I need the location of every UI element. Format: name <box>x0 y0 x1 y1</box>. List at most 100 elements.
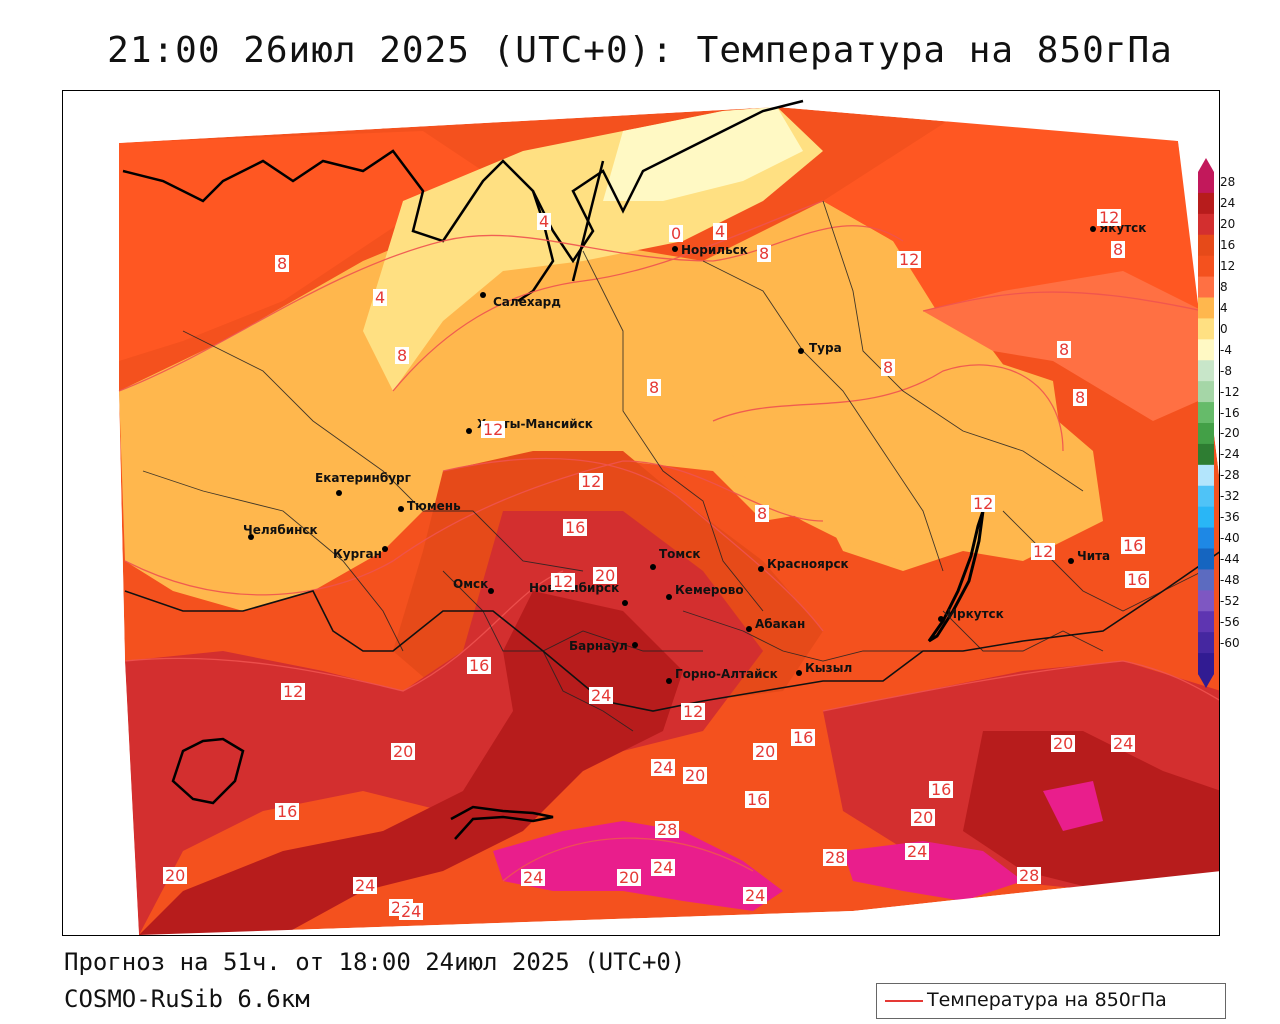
aral-sea <box>171 737 245 805</box>
city-label: Омск <box>453 577 489 591</box>
isotherm-value-label: 28 <box>823 848 848 867</box>
colorbar-tick-label: -28 <box>1220 468 1240 483</box>
page-title: 21:00 26июл 2025 (UTC+0): Температура на… <box>107 30 1173 71</box>
city-marker <box>382 546 388 552</box>
city-label: Екатеринбург <box>315 471 411 485</box>
colorbar-segment <box>1198 381 1214 403</box>
isotherm-value-label: 24 <box>743 886 768 905</box>
city-label: Челябинск <box>243 523 318 537</box>
colorbar-segment <box>1198 527 1214 549</box>
isotherm-value-label: 16 <box>1125 570 1150 589</box>
isotherm-value-label: 8 <box>395 346 410 365</box>
legend-line-swatch <box>885 1000 923 1002</box>
city-marker <box>466 428 472 434</box>
isotherm-value-label: 8 <box>647 378 662 397</box>
city-marker <box>248 534 254 540</box>
city-label: Горно-Алтайск <box>675 667 778 681</box>
colorbar-segment <box>1198 339 1214 361</box>
colorbar-tick-label: 8 <box>1220 280 1228 295</box>
city-marker <box>488 588 494 594</box>
colorbar-segment <box>1198 423 1214 445</box>
isotherm-value-label: 16 <box>275 802 300 821</box>
colorbar-segment <box>1198 653 1214 675</box>
isotherm-value-label: 20 <box>753 742 778 761</box>
isotherm-value-label: 24 <box>1111 734 1136 753</box>
city-label: Тюмень <box>407 499 461 513</box>
city-marker <box>336 490 342 496</box>
colorbar-segment <box>1198 402 1214 424</box>
colorbar-segment <box>1198 548 1214 570</box>
city-marker <box>758 566 764 572</box>
colorbar-segment <box>1198 255 1214 278</box>
city-marker <box>622 600 628 606</box>
isotherm-value-label: 20 <box>593 566 618 585</box>
colorbar-tick-label: 0 <box>1220 321 1228 336</box>
isotherm-value-label: 16 <box>467 656 492 675</box>
isotherm-value-label: 4 <box>537 212 552 231</box>
isotherm-value-label: 20 <box>683 766 708 785</box>
city-marker <box>480 292 486 298</box>
isotherm-value-label: 12 <box>1031 542 1056 561</box>
colorbar-segment <box>1198 590 1214 612</box>
colorbar-tick-label: 28 <box>1220 175 1236 190</box>
colorbar-segment <box>1198 318 1214 340</box>
colorbar-segment <box>1198 234 1214 257</box>
city-marker <box>796 670 802 676</box>
city-label: Кызыл <box>805 661 853 675</box>
isotherm-value-label: 20 <box>163 866 188 885</box>
lake-balkhash <box>450 805 554 840</box>
isotherm-value-label: 12 <box>551 572 576 591</box>
isotherm-value-label: 24 <box>353 876 378 895</box>
coastline <box>122 99 804 264</box>
colorbar-tick-label: 20 <box>1220 217 1236 232</box>
isotherm-value-label: 24 <box>399 902 424 921</box>
isotherm-value-label: 0 <box>669 224 684 243</box>
city-marker <box>746 626 752 632</box>
colorbar-segment <box>1198 443 1214 466</box>
colorbar-tick-label: -40 <box>1220 531 1240 546</box>
isotherm-value-label: 12 <box>579 472 604 491</box>
isotherm-value-label: 16 <box>563 518 588 537</box>
city-label: Красноярск <box>767 557 849 571</box>
isotherm-value-label: 24 <box>905 842 930 861</box>
colorbar-tick-label: -36 <box>1220 510 1240 525</box>
isotherm-value-label: 16 <box>791 728 816 747</box>
colorbar-tick-label: 4 <box>1220 300 1228 315</box>
model-name: COSMO-RuSib 6.6км <box>64 985 310 1013</box>
colorbar-arrow-top <box>1198 158 1214 172</box>
colorbar-tick-label: -8 <box>1220 363 1232 378</box>
isotherm-lines <box>118 200 1219 882</box>
city-label: Ханты-Мансийск <box>477 417 593 431</box>
colorbar-tick-label: -32 <box>1220 489 1240 504</box>
colorbar-segment <box>1198 632 1214 654</box>
isotherm-value-label: 20 <box>911 808 936 827</box>
temp-band-0-north <box>603 107 803 201</box>
city-label: Норильск <box>681 243 748 257</box>
city-label: Барнаул <box>569 639 628 653</box>
city-marker <box>938 616 944 622</box>
map-canvas <box>63 91 1219 935</box>
colorbar-segment <box>1198 569 1214 591</box>
temp-band-24 <box>139 591 683 935</box>
map-legend: Температура на 850гПа <box>876 983 1226 1019</box>
temp-band-28-b <box>843 841 1023 901</box>
isotherm-value-label: 8 <box>1111 240 1126 259</box>
isotherm-value-label: 8 <box>1057 340 1072 359</box>
isotherm-value-label: 8 <box>275 254 290 273</box>
colorbar-tick-label: -20 <box>1220 426 1240 441</box>
colorbar-tick-label: -48 <box>1220 572 1240 587</box>
isotherm-value-label: 16 <box>1121 536 1146 555</box>
colorbar-tick-label: 16 <box>1220 238 1236 253</box>
outside-domain-se <box>139 871 1219 935</box>
city-label: Курган <box>333 547 382 561</box>
colorbar-segment <box>1198 464 1214 487</box>
isotherm-value-label: 24 <box>651 858 676 877</box>
isotherm-value-label: 12 <box>681 702 706 721</box>
temp-band-12 <box>119 131 483 361</box>
lake-baikal <box>927 510 985 643</box>
colorbar-segment <box>1198 192 1214 215</box>
isotherm-value-label: 4 <box>713 222 728 241</box>
colorbar-tick-label: -56 <box>1220 614 1240 629</box>
city-label: Чита <box>1077 549 1111 563</box>
colorbar-tick-label: -24 <box>1220 447 1240 462</box>
